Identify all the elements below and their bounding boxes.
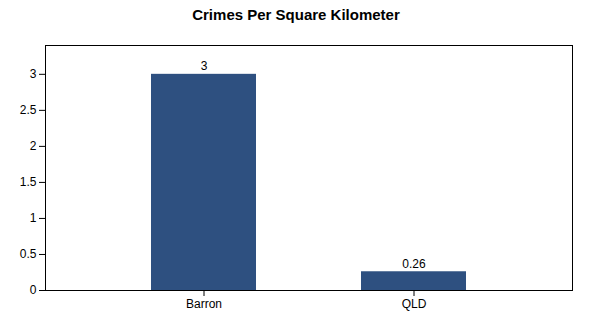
svg-text:0.26: 0.26 — [402, 257, 426, 271]
svg-text:0.5: 0.5 — [20, 247, 37, 261]
svg-text:3: 3 — [30, 67, 37, 81]
svg-text:3: 3 — [201, 59, 208, 73]
svg-text:QLD: QLD — [402, 297, 427, 311]
svg-text:0: 0 — [30, 283, 37, 297]
svg-text:1.5: 1.5 — [20, 175, 37, 189]
svg-text:2.5: 2.5 — [20, 103, 37, 117]
svg-text:1: 1 — [30, 211, 37, 225]
html-text:Crimes Per Square Kilometer: Crimes Per Square Kilometer — [192, 6, 400, 23]
svg-text:2: 2 — [30, 139, 37, 153]
svg-text:Barron: Barron — [186, 297, 222, 311]
